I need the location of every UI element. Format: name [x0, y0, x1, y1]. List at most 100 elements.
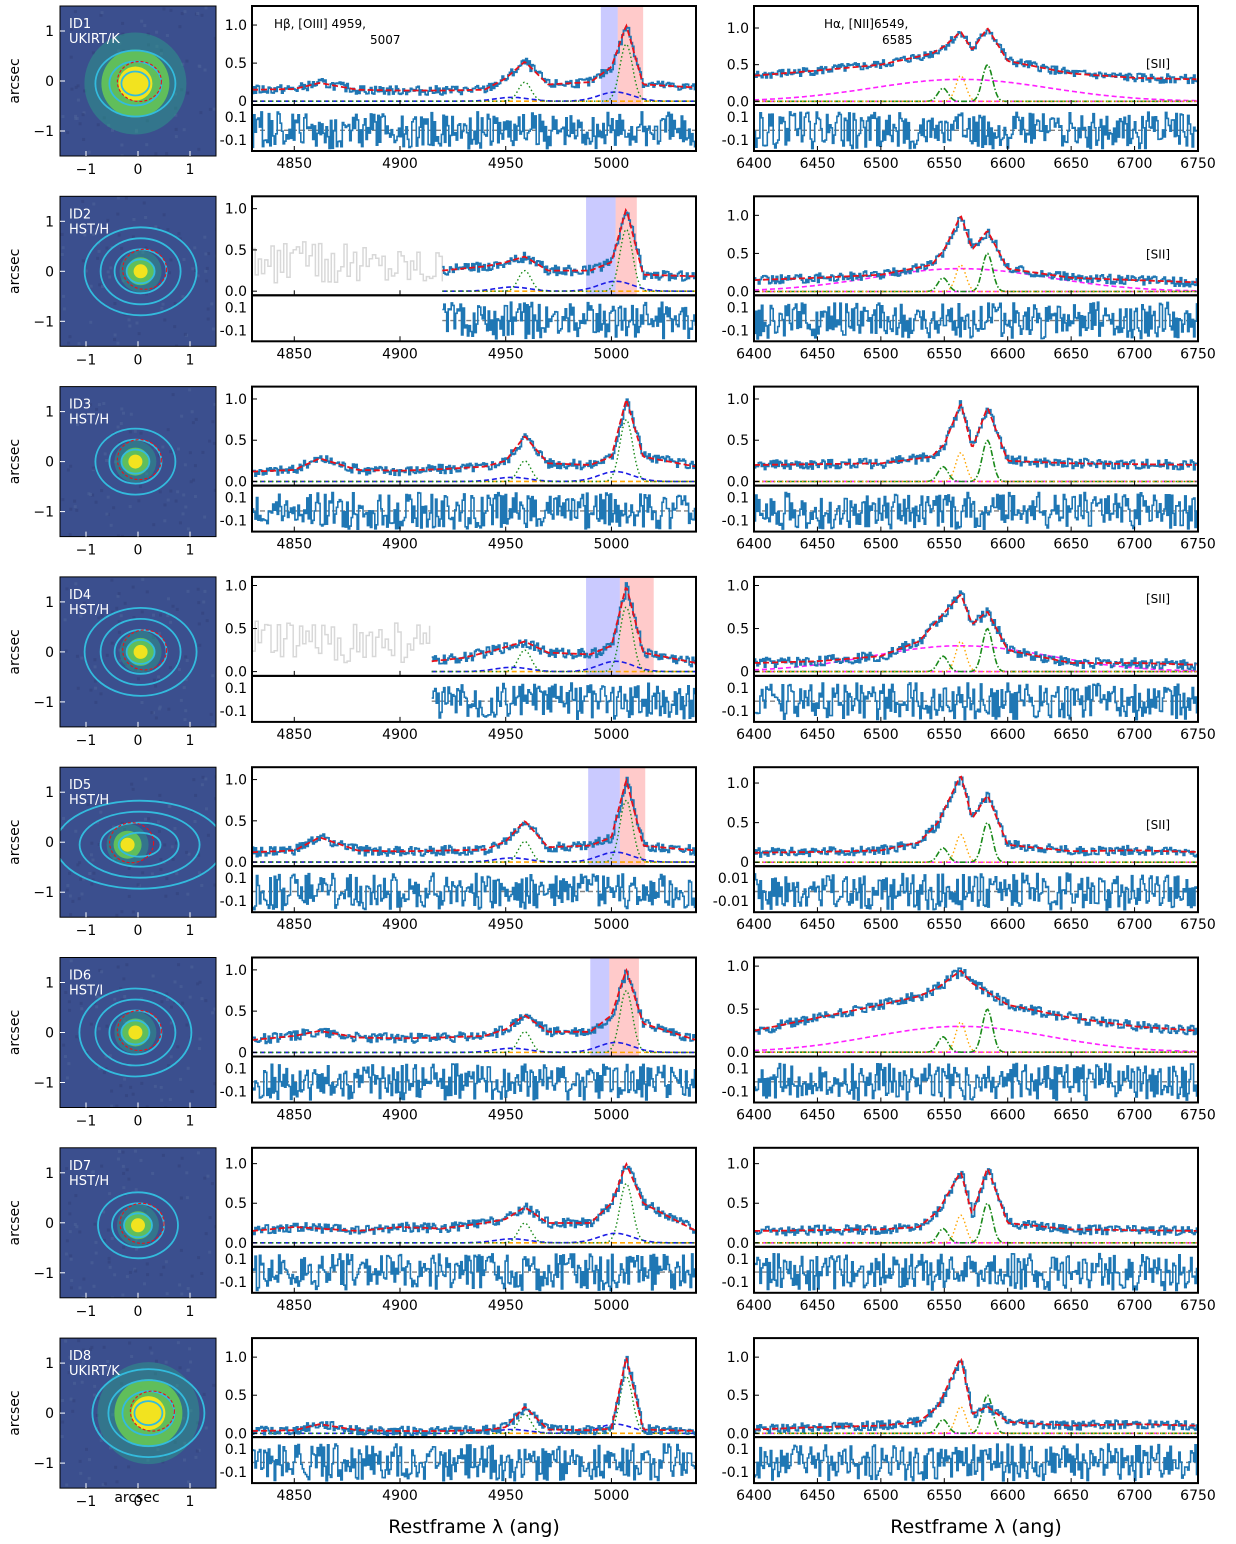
image-noise	[203, 68, 207, 72]
main-panel-frame	[753, 956, 1199, 1058]
ytick-label: 0.5	[225, 243, 247, 259]
image-panel-instrument: UKIRT/K	[69, 32, 120, 47]
ytick-label: 0.0	[225, 855, 247, 871]
image-noise	[125, 1168, 129, 1172]
image-panel-label: ID2	[69, 207, 91, 222]
image-content	[60, 1147, 216, 1298]
residual-frame	[251, 484, 697, 533]
residual-frame	[753, 484, 1199, 533]
image-noise	[211, 327, 215, 331]
residual-spectrum	[252, 1443, 696, 1482]
image-xtick-label: 0	[134, 1114, 143, 1130]
observed-spectrum	[252, 1355, 696, 1437]
image-noise	[134, 1269, 138, 1273]
image-noise	[211, 723, 215, 727]
image-noise	[201, 450, 205, 454]
image-noise	[158, 793, 162, 797]
residual-frame	[753, 294, 1199, 343]
image-noise	[89, 492, 93, 496]
main-panel-frame	[251, 1337, 697, 1439]
image-ytick-label: 0	[45, 1406, 54, 1422]
xtick-label: 5000	[594, 727, 630, 743]
image-noise	[185, 1171, 189, 1175]
spectrum-body	[754, 215, 1198, 293]
residual-body	[442, 301, 696, 340]
residual-frame	[251, 1245, 697, 1294]
image-noise	[135, 321, 139, 325]
image-ytick-label: 1	[45, 785, 54, 801]
image-noise	[145, 590, 149, 594]
image-noise	[92, 225, 96, 229]
image-noise	[79, 1001, 83, 1005]
image-noise	[121, 1293, 125, 1297]
blue-velocity-window	[600, 6, 618, 105]
image-xtick-label: −1	[76, 162, 97, 178]
ytick-label: 1.0	[225, 1350, 247, 1366]
image-noise	[119, 614, 123, 618]
residual-body	[252, 111, 696, 150]
image-noise	[130, 1355, 134, 1359]
image-noise	[174, 113, 178, 117]
image-noise	[81, 259, 85, 263]
image-content	[60, 1338, 216, 1489]
image-noise	[198, 980, 202, 984]
image-noise	[79, 614, 83, 618]
image-noise	[110, 128, 114, 132]
image-noise	[213, 488, 216, 492]
contour-1	[133, 1400, 164, 1426]
image-noise	[196, 274, 200, 278]
observed-spectrum	[431, 582, 696, 668]
image-noise	[132, 217, 136, 221]
image-noise	[200, 883, 204, 887]
image-noise	[144, 246, 148, 250]
image-noise	[206, 833, 210, 837]
xtick-label: 6500	[863, 1488, 899, 1504]
image-noise	[93, 658, 97, 662]
image-noise	[89, 688, 93, 692]
image-noise	[150, 711, 154, 715]
residual-panel: 0.1 -0.1 6400 6450 6500 6550 6600 6650 6700 6750	[722, 674, 1216, 743]
image-noise	[161, 302, 165, 306]
xtick-label: 6550	[926, 727, 962, 743]
image-noise	[197, 1256, 201, 1260]
image-noise	[68, 533, 72, 537]
image-noise	[78, 1230, 82, 1234]
image-ytick-label: 1	[45, 976, 54, 992]
image-noise	[157, 829, 161, 833]
image-noise	[169, 620, 173, 624]
image-ytick-label: 0	[45, 1216, 54, 1232]
image-content	[60, 576, 216, 727]
residual-body	[754, 301, 1198, 340]
image-noise	[193, 464, 197, 468]
image-noise	[81, 1295, 85, 1298]
image-noise	[197, 601, 201, 605]
total-fit	[252, 1161, 696, 1232]
contour-dashed-red	[116, 60, 162, 103]
image-noise	[78, 1459, 82, 1463]
image-noise	[124, 1094, 128, 1098]
image-noise	[118, 659, 122, 663]
total-fit	[252, 396, 696, 473]
residual-body	[754, 491, 1198, 530]
image-noise	[122, 1171, 126, 1175]
image-noise	[114, 1465, 118, 1469]
image-noise	[168, 1097, 172, 1101]
xtick-label: 5000	[594, 156, 630, 172]
contour-dashed-red	[119, 1202, 165, 1244]
image-noise	[144, 817, 148, 821]
image-noise	[90, 1261, 94, 1265]
image-noise	[198, 1037, 202, 1041]
image-noise	[205, 279, 209, 283]
left-x-axis-label: Restframe λ (ang)	[388, 1516, 560, 1538]
image-noise	[134, 1188, 138, 1192]
image-noise	[67, 1371, 71, 1375]
image-xtick-label: 0	[134, 543, 143, 559]
residual-spectrum	[754, 872, 1198, 911]
image-noise	[204, 269, 208, 273]
image-noise	[197, 622, 201, 626]
residual-spectrum	[754, 1443, 1198, 1482]
residual-ytick-label: -0.1	[722, 1465, 749, 1481]
